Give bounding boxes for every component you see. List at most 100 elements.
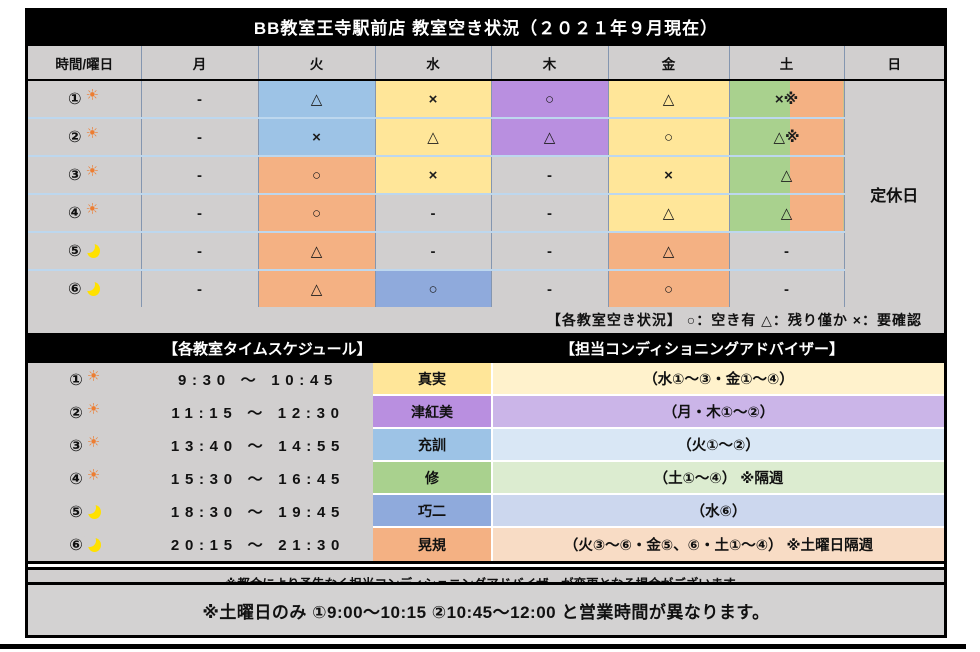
col-header-sat: 土	[728, 46, 844, 81]
availability-row-1: ① - △ × ○ △ ×※ 定休日	[28, 79, 944, 307]
col-header-time-day: 時間/曜日	[28, 46, 141, 81]
avail-cell-mon: -	[140, 193, 258, 232]
timeschedule-section-title: 【各教室タイムスケジュール】	[163, 340, 372, 358]
adviser-name: 充訓	[373, 429, 491, 462]
row-number: ③	[69, 437, 83, 455]
availability-row-6: ⑥ - △ ○ - ○ -	[28, 269, 944, 307]
avail-cell-fri: △	[607, 193, 729, 232]
schedule-label-2: ②	[28, 396, 143, 429]
adviser-section-title: 【担当コンディショニングアドバイザー】	[560, 340, 844, 358]
adviser-name: 晃規	[373, 528, 491, 561]
row-number: ⑥	[67, 281, 82, 298]
schedule-time: 15:30 ～ 16:45	[170, 471, 346, 488]
avail-cell-sat: △	[728, 155, 844, 194]
avail-cell-tue: ×	[257, 117, 375, 156]
avail-cell-sat: ×※	[728, 79, 844, 118]
saturday-hours-note: ※土曜日のみ ①9:00～10:15 ②10:45～12:00 と営業時間が異な…	[25, 582, 947, 638]
schedule-row-3: ③ 13:40 ～ 14:55 充訓 （火①～②）	[28, 429, 944, 462]
avail-cell-tue: ○	[257, 155, 375, 194]
avail-cell-tue: △	[257, 79, 375, 118]
schedule-sheet: BB教室王寺駅前店 教室空き状況（２０２１年９月現在） 時間/曜日 月 火 水 …	[25, 8, 947, 601]
avail-cell-mon: -	[140, 79, 258, 118]
avail-cell-wed: -	[374, 193, 491, 232]
avail-cell-mon: -	[140, 231, 258, 270]
schedule-label-3: ③	[28, 429, 143, 462]
sun-icon	[86, 126, 101, 144]
schedule-time: 18:30 ～ 19:45	[170, 504, 346, 521]
schedule-time: 13:40 ～ 14:55	[170, 438, 346, 455]
schedule-time: 20:15 ～ 21:30	[170, 537, 346, 554]
availability-table: 時間/曜日 月 火 水 木 金 土 日 ① - △ × ○ △	[28, 46, 944, 307]
col-header-wed: 水	[374, 46, 491, 81]
avail-cell-wed: △	[374, 117, 491, 156]
sun-icon	[87, 435, 102, 453]
schedule-time: 11:15 ～ 12:30	[171, 405, 345, 422]
availability-row-5: ⑤ - △ - - △ -	[28, 231, 944, 270]
moon-icon	[82, 534, 102, 552]
adviser-assignment: （月・木①～②）	[491, 396, 944, 429]
avail-cell-wed: ○	[374, 269, 491, 307]
sun-icon	[86, 164, 101, 182]
col-header-thu: 木	[490, 46, 608, 81]
sun-icon	[87, 468, 102, 486]
schedule-label-1: ①	[28, 363, 143, 396]
row-label-4: ④	[28, 193, 141, 232]
avail-cell-thu: -	[490, 193, 608, 232]
availability-row-2: ② - × △ △ ○ △※	[28, 117, 944, 156]
avail-cell-thu: -	[490, 155, 608, 194]
row-number: ④	[67, 205, 82, 222]
avail-cell-wed: ×	[374, 155, 491, 194]
avail-cell-wed: ×	[374, 79, 491, 118]
col-header-mon: 月	[140, 46, 258, 81]
schedule-row-1: ① 9:30 ～ 10:45 真実 （水①～③・金①～④）	[28, 363, 944, 396]
schedule-row-5: ⑤ 18:30 ～ 19:45 巧二 （水⑥）	[28, 495, 944, 528]
schedule-row-2: ② 11:15 ～ 12:30 津紅美 （月・木①～②）	[28, 396, 944, 429]
adviser-name: 真実	[373, 363, 491, 396]
availability-row-3: ③ - ○ × - × △	[28, 155, 944, 194]
adviser-name: 巧二	[373, 495, 491, 528]
avail-cell-tue: △	[257, 269, 375, 307]
time-schedule-table: ① 9:30 ～ 10:45 真実 （水①～③・金①～④） ② 11:15 ～ …	[28, 363, 944, 564]
row-number: ④	[69, 470, 83, 488]
avail-cell-thu: △	[490, 117, 608, 156]
sun-icon	[87, 402, 102, 420]
availability-header-row: 時間/曜日 月 火 水 木 金 土 日	[28, 46, 944, 81]
moon-icon	[81, 240, 101, 258]
row-number: ①	[69, 371, 83, 389]
col-header-sun: 日	[843, 46, 944, 81]
moon-icon	[82, 501, 102, 519]
adviser-name: 修	[373, 462, 491, 495]
adviser-assignment: （火①～②）	[491, 429, 944, 462]
avail-cell-fri: △	[607, 231, 729, 270]
avail-cell-mon: -	[140, 155, 258, 194]
row-label-2: ②	[28, 117, 141, 156]
row-number: ②	[69, 404, 83, 422]
moon-icon	[81, 278, 101, 296]
availability-legend: 【各教室空き状況】 ○：空き有 △：残り僅か ×：要確認	[28, 307, 944, 333]
avail-cell-sat: △	[728, 193, 844, 232]
section-header-bar: 【各教室タイムスケジュール】 【担当コンディショニングアドバイザー】	[28, 333, 944, 363]
row-label-5: ⑤	[28, 231, 141, 270]
avail-cell-thu: -	[490, 269, 608, 307]
avail-cell-wed: -	[374, 231, 491, 270]
cell-sunday-closed: 定休日	[843, 79, 944, 307]
adviser-assignment: （土①～④） ※隔週	[491, 462, 944, 495]
row-number: ⑥	[69, 536, 83, 554]
avail-cell-sat: △※	[728, 117, 844, 156]
avail-cell-fri: ×	[607, 155, 729, 194]
col-header-tue: 火	[257, 46, 375, 81]
availability-row-4: ④ - ○ - - △ △	[28, 193, 944, 232]
sheet-title: BB教室王寺駅前店 教室空き状況（２０２１年９月現在）	[28, 11, 944, 46]
adviser-assignment: （水①～③・金①～④）	[491, 363, 944, 396]
schedule-row-4: ④ 15:30 ～ 16:45 修 （土①～④） ※隔週	[28, 462, 944, 495]
row-number: ⑤	[67, 243, 82, 260]
row-number: ②	[67, 129, 82, 146]
avail-cell-mon: -	[140, 269, 258, 307]
bottom-border-line	[0, 644, 966, 649]
schedule-label-6: ⑥	[28, 528, 143, 561]
adviser-assignment: （火③～⑥・金⑤、⑥・土①～④） ※土曜日隔週	[491, 528, 944, 561]
avail-cell-fri: ○	[607, 269, 729, 307]
avail-cell-mon: -	[140, 117, 258, 156]
avail-cell-thu: -	[490, 231, 608, 270]
